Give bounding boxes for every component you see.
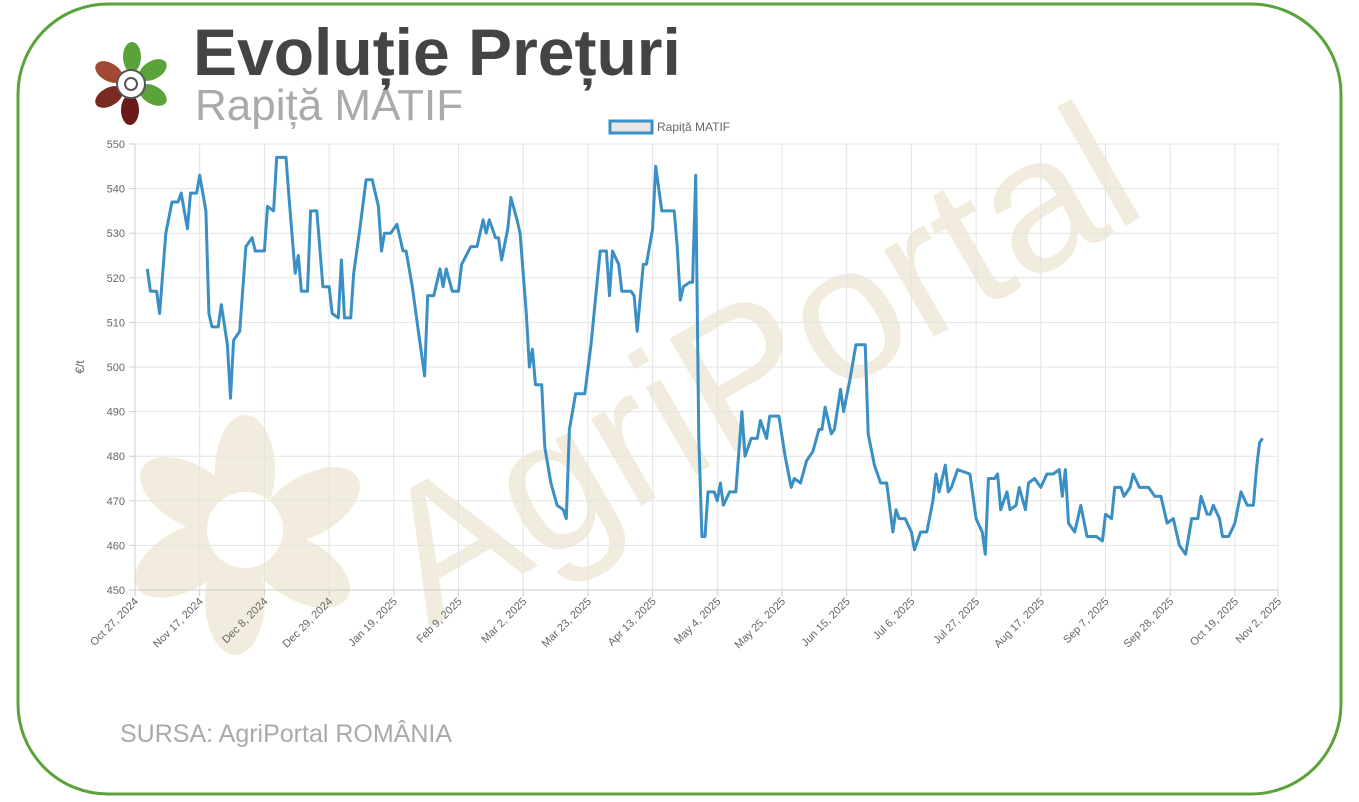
y-tick-label: 520: [107, 273, 125, 285]
title: Evoluție Prețuri: [193, 15, 681, 91]
source: SURSA: AgriPortal ROMÂNIA: [120, 719, 452, 748]
legend-label: Rapiță MATIF: [657, 120, 730, 134]
y-axis-label: €/t: [73, 360, 87, 374]
subtitle: Rapiță MATIF: [195, 81, 463, 130]
y-tick-label: 490: [107, 407, 125, 419]
frame: [16, 2, 1343, 796]
line: [145, 155, 1264, 556]
y-tick-label: 460: [107, 540, 125, 552]
y-tick-label: 550: [107, 139, 125, 151]
y-tick-label: 540: [107, 184, 125, 196]
y-tick-label: 470: [107, 496, 125, 508]
y-tick-label: 530: [107, 228, 125, 240]
y-tick-label: 500: [107, 362, 125, 374]
y-tick-label: 480: [107, 451, 125, 463]
y-tick-label: 510: [107, 317, 125, 329]
logo: [95, 42, 167, 125]
y-tick-label: 450: [107, 585, 125, 597]
legend-swatch: [608, 119, 654, 135]
